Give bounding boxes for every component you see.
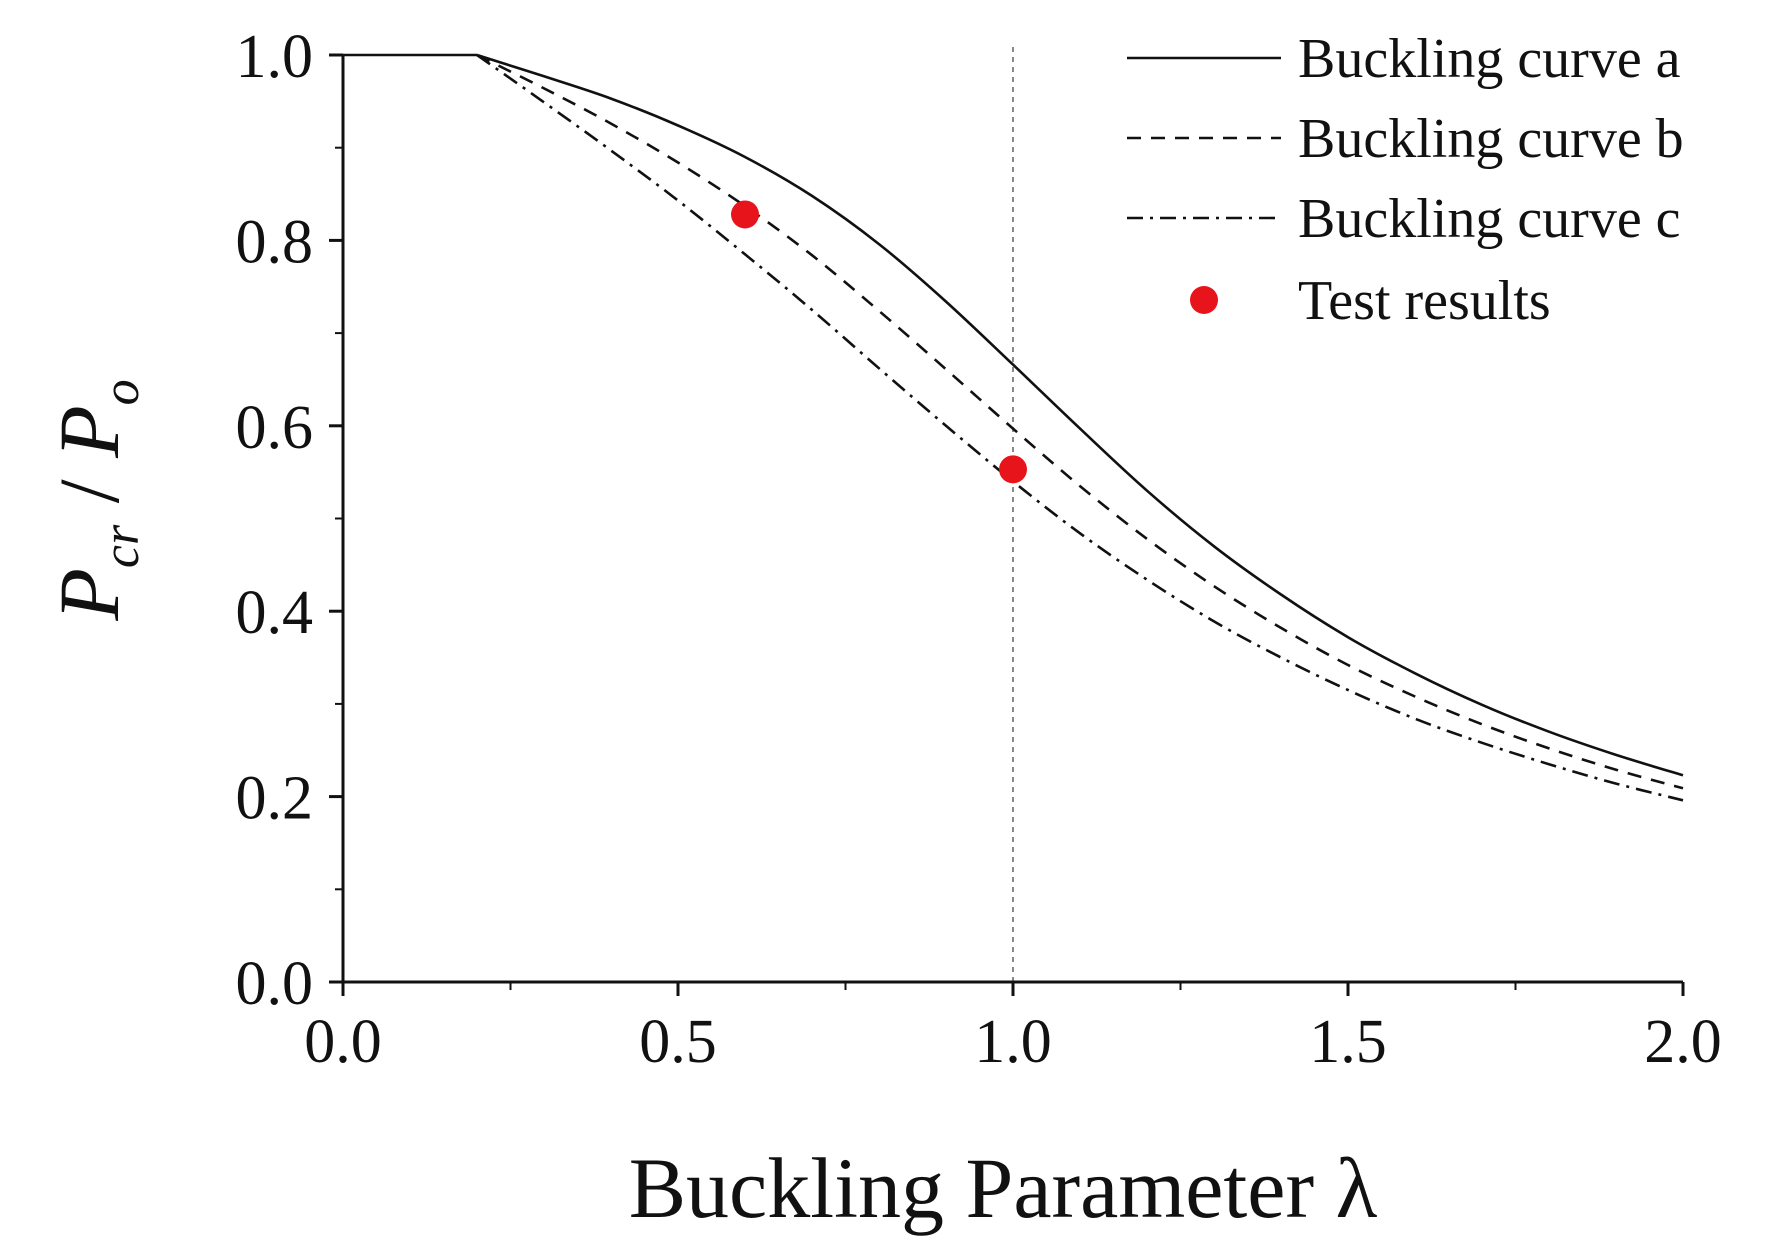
legend-marker-4 <box>1190 286 1218 314</box>
y-axis-title-sub2: o <box>93 379 150 405</box>
x-tick-label-1: 0.5 <box>639 1008 717 1076</box>
test-result-point-1 <box>999 455 1027 484</box>
legend-label-3: Buckling curve c <box>1298 188 1681 250</box>
y-axis-title-main2: P <box>41 405 137 459</box>
x-tick-label-4: 2.0 <box>1644 1008 1722 1076</box>
y-axis-title: Pcr / Po <box>41 379 150 621</box>
x-axis-title: Buckling Parameter λ <box>629 1140 1378 1236</box>
y-axis-title-sub1: cr <box>93 524 150 568</box>
series-line-1 <box>476 53 1684 777</box>
test-result-point-0 <box>731 200 759 229</box>
svg-text:Pcr / Po: Pcr / Po <box>41 379 150 621</box>
y-tick-label-5: 1.0 <box>236 23 314 91</box>
y-tick-label-4: 0.8 <box>236 208 314 276</box>
legend-label-2: Buckling curve b <box>1298 108 1684 170</box>
series-line-3 <box>476 53 1684 802</box>
x-tick-label-2: 1.0 <box>974 1008 1052 1076</box>
legend-label-4: Test results <box>1298 270 1551 332</box>
legend-label-1: Buckling curve a <box>1298 28 1681 90</box>
y-tick-label-1: 0.2 <box>236 765 314 833</box>
y-tick-label-0: 0.0 <box>236 950 314 1018</box>
y-tick-label-3: 0.6 <box>236 394 314 462</box>
series-line-2 <box>476 53 1684 790</box>
y-axis-title-separator: / <box>41 458 137 525</box>
y-axis-title-main1: P <box>41 568 137 622</box>
x-tick-label-0: 0.0 <box>304 1008 382 1076</box>
x-tick-label-3: 1.5 <box>1309 1008 1387 1076</box>
y-tick-label-2: 0.4 <box>236 579 314 647</box>
